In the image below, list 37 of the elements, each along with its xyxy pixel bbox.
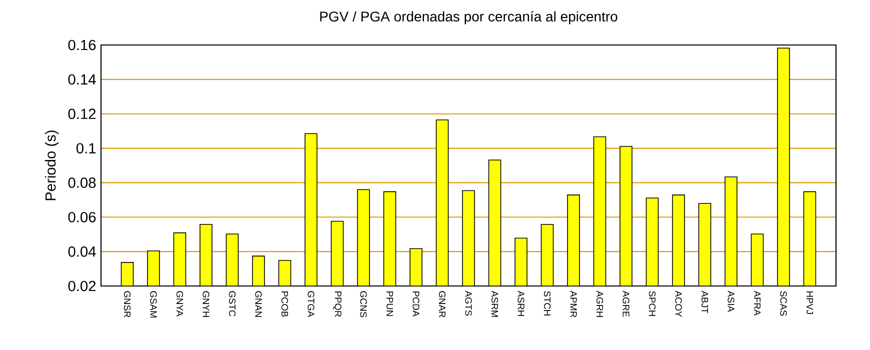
x-tick-label: APMR [570, 290, 577, 318]
x-tick-label: ABJT [702, 290, 708, 314]
x-tick-label: GSAM [150, 291, 157, 318]
x-tick-label: GNAR [438, 291, 446, 318]
x-tick-label: ASRH [518, 290, 524, 316]
y-axis-title: Periodo (s) [44, 130, 59, 200]
x-tick-label: GNYH [202, 291, 210, 317]
x-tick-label: PPUN [386, 291, 394, 316]
chart-title: PGV / PGA ordenadas por cercanía al epicentro [320, 11, 618, 24]
y-tick-label: 0.06 [68, 212, 96, 222]
x-tick-label: STCH [544, 291, 551, 316]
x-tick-label: GTGA [308, 291, 314, 318]
x-tick-label: ASIA [728, 290, 734, 312]
x-tick-label: ACOY [675, 290, 682, 317]
x-tick-label: AGRH [596, 290, 604, 317]
x-tick-label: PPQR [333, 291, 342, 317]
x-tick-label: PCOB [281, 291, 288, 317]
x-tick-label: AFRA [754, 290, 760, 316]
x-tick-label: GNYA [176, 291, 184, 316]
x-tick-label: AGRE [622, 290, 630, 317]
x-tick-label: GNSR [124, 291, 131, 318]
y-tick-label: 0.16 [68, 40, 96, 50]
y-tick-label: 0.14 [68, 74, 96, 85]
x-tick-label: GSTC [228, 291, 236, 316]
y-tick-label: 0.1 [76, 143, 96, 154]
x-tick-label: HPVJ [806, 291, 814, 314]
y-tick-label: 0.12 [68, 108, 96, 120]
x-tick-label: SPCH [648, 291, 656, 316]
x-tick-label: ASRM [491, 290, 498, 317]
x-tick-label: GNAN [255, 291, 262, 317]
x-tick-label: SCAS [780, 291, 787, 316]
x-tick-label: PCDA [412, 291, 420, 317]
x-tick-label: GCNS [360, 291, 367, 318]
x-tick-label: AGTS [465, 290, 472, 316]
y-tick-label: 0.04 [68, 246, 96, 257]
y-tick-label: 0.08 [68, 178, 96, 188]
y-tick-label: 0.02 [68, 280, 96, 292]
